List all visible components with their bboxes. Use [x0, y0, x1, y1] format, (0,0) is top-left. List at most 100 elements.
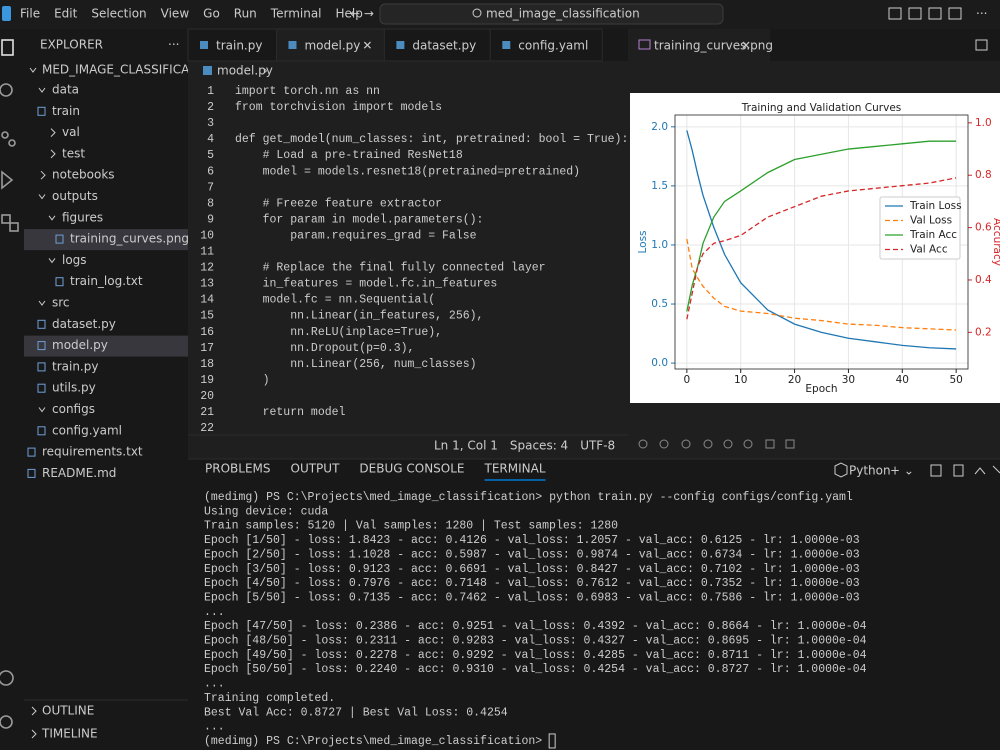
- more-button[interactable]: ···: [976, 7, 987, 21]
- tree-item[interactable]: config.yaml: [52, 423, 122, 437]
- legend-label: Val Loss: [910, 215, 952, 227]
- nav-arrows[interactable]: ← →: [350, 7, 374, 21]
- tab-label[interactable]: train.py: [216, 39, 262, 53]
- image-toolbar[interactable]: [638, 439, 795, 449]
- outline-section[interactable]: OUTLINE: [42, 704, 94, 718]
- tree-item[interactable]: test: [62, 146, 85, 160]
- tree-item[interactable]: model.py: [52, 338, 108, 352]
- chevron: [31, 706, 37, 716]
- panel-actions[interactable]: + ⌄: [890, 464, 914, 478]
- terminal-line: Epoch [2/50] - loss: 1.1028 - acc: 0.598…: [204, 548, 860, 561]
- status-item[interactable]: Ln 1, Col 1: [434, 439, 498, 453]
- tab-label[interactable]: model.py: [304, 39, 360, 53]
- tree-item[interactable]: utils.py: [52, 381, 96, 395]
- panel-tab[interactable]: OUTPUT: [291, 462, 341, 476]
- line-number: 6: [207, 165, 214, 178]
- timeline-section[interactable]: TIMELINE: [41, 727, 98, 741]
- panel-tab[interactable]: PROBLEMS: [205, 462, 271, 476]
- tree-item[interactable]: data: [52, 83, 79, 97]
- menu-item[interactable]: Help: [336, 7, 363, 21]
- series-line: [686, 130, 957, 350]
- tree-item[interactable]: requirements.txt: [42, 445, 143, 459]
- status-item[interactable]: Spaces: 4: [510, 439, 568, 453]
- panel-tab[interactable]: TERMINAL: [484, 462, 546, 476]
- image-tab-bg[interactable]: [628, 29, 770, 61]
- line-number: 14: [200, 294, 214, 307]
- x-tick-label: 30: [842, 374, 855, 386]
- code-line: # Replace the final fully connected laye…: [235, 262, 546, 275]
- menu-item[interactable]: Selection: [91, 7, 146, 21]
- menu-item[interactable]: View: [161, 7, 190, 21]
- terminal-line: Epoch [48/50] - loss: 0.2311 - acc: 0.92…: [204, 635, 867, 648]
- editor: [188, 29, 628, 459]
- image-tab[interactable]: training_curves.png: [654, 39, 773, 53]
- tree-item[interactable]: configs: [52, 402, 95, 416]
- tree-item[interactable]: logs: [62, 253, 87, 267]
- tree-item[interactable]: outputs: [52, 189, 98, 203]
- explorer-more[interactable]: ···: [168, 38, 179, 52]
- close-tab[interactable]: ✕: [362, 39, 372, 53]
- line-number: 16: [200, 326, 214, 339]
- chevron: [50, 149, 56, 159]
- y-tick-label: 2.0: [651, 121, 668, 133]
- x-tick-label: 0: [684, 374, 691, 386]
- legend-box: [879, 196, 961, 260]
- line-number: 18: [200, 358, 214, 371]
- panel-buttons[interactable]: [930, 464, 1000, 477]
- search-box[interactable]: [379, 3, 724, 25]
- python-icon: [203, 66, 212, 75]
- close-tab[interactable]: ✕: [741, 39, 751, 53]
- line-number: 17: [200, 342, 214, 355]
- tab-icon: [396, 41, 405, 49]
- tree-item[interactable]: train: [52, 104, 80, 118]
- menu-item[interactable]: Go: [203, 7, 220, 21]
- shell-name[interactable]: Python: [849, 464, 891, 478]
- activity-icons[interactable]: [0, 39, 19, 729]
- selection: [24, 229, 188, 251]
- line-number: 19: [200, 374, 214, 387]
- menu-item[interactable]: File: [20, 7, 40, 21]
- code-line: in_features = model.fc.in_features: [235, 278, 497, 291]
- panel-tab[interactable]: DEBUG CONSOLE: [359, 462, 464, 476]
- code-lines: 1 import torch.nn as nn 2 from torchvision …: [200, 85, 628, 435]
- terminal-line: Training completed.: [204, 692, 335, 705]
- tree-item[interactable]: README.md: [42, 466, 116, 480]
- chart: Training and Validation Curves 0 10 20 30 40 5…: [637, 102, 1000, 395]
- terminal-line: Train samples: 5120 | Val samples: 1280 …: [204, 520, 618, 533]
- explorer-root[interactable]: MED_IMAGE_CLASSIFICATION: [42, 63, 218, 77]
- tree-item[interactable]: val: [62, 125, 80, 139]
- tab-label[interactable]: config.yaml: [518, 39, 588, 53]
- chevron: [29, 67, 37, 73]
- image-icon: [638, 39, 651, 50]
- file-tree: data train val test notebooks outputs figures t…: [24, 83, 189, 480]
- series-line: [686, 140, 957, 312]
- breadcrumb-sep: ›: [263, 64, 268, 78]
- breadcrumb[interactable]: model.py: [217, 64, 273, 78]
- file-icon: [37, 426, 46, 436]
- tree-item[interactable]: training_curves.png: [70, 232, 189, 246]
- chevron: [38, 87, 46, 93]
- tree-item[interactable]: src: [52, 296, 70, 310]
- tree-item[interactable]: figures: [62, 210, 103, 224]
- status-item[interactable]: UTF-8: [580, 439, 615, 453]
- menu-item[interactable]: Edit: [54, 7, 78, 21]
- y2-axis-label: Accuracy: [991, 218, 1000, 266]
- menu-item[interactable]: Run: [234, 7, 257, 21]
- tab-label[interactable]: dataset.py: [412, 39, 476, 53]
- tree-item[interactable]: dataset.py: [52, 317, 116, 331]
- layout-buttons[interactable]: [888, 7, 962, 20]
- tree-item[interactable]: train.py: [52, 359, 98, 373]
- line-number: 4: [207, 133, 214, 146]
- tree-item[interactable]: train_log.txt: [70, 274, 143, 288]
- tree-item[interactable]: notebooks: [52, 168, 115, 182]
- legend-label: Train Loss: [909, 200, 962, 212]
- y2-tick-label: 0.6: [975, 222, 992, 234]
- file-icon: [55, 234, 64, 244]
- split-editor[interactable]: [975, 39, 988, 51]
- prompt: (medimg) PS C:\Projects\med_image_classi…: [204, 491, 542, 504]
- code-line: # Freeze feature extractor: [235, 197, 442, 210]
- y-tick-label: 0.5: [651, 298, 668, 310]
- menu-item[interactable]: Terminal: [270, 7, 322, 21]
- chevron: [50, 128, 56, 137]
